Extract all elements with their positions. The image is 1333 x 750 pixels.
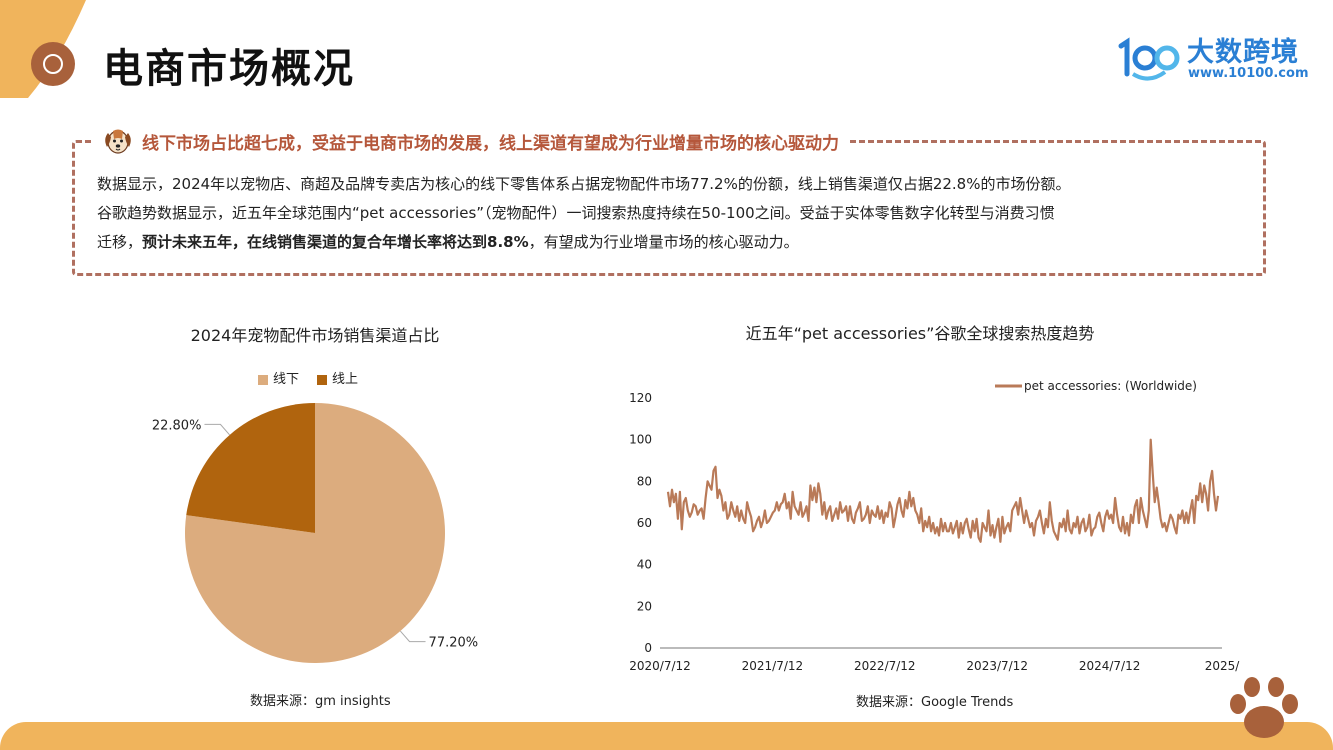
legend-item-online: 线上	[317, 368, 358, 387]
legend-item-offline: 线下	[258, 368, 299, 387]
page-title: 电商市场概况	[103, 46, 355, 92]
y-tick-label: 20	[637, 599, 652, 613]
y-tick-label: 40	[637, 558, 652, 572]
series-line-pet-accessories	[666, 438, 1220, 543]
logo-url: www.10100.com	[1188, 66, 1309, 81]
x-tick-label: 2020/7/12	[629, 659, 691, 673]
pie-legend: 线下 线上	[258, 368, 358, 387]
dog-icon	[105, 129, 131, 154]
legend-swatch-offline	[258, 374, 268, 385]
pie-data-label: 77.20%	[429, 636, 479, 651]
logo-icon	[1118, 37, 1180, 81]
y-tick-label: 60	[637, 516, 652, 530]
pie-chart-title: 2024年宠物配件市场销售渠道占比	[190, 326, 440, 345]
summary-line-3-bold: 预计未来五年，在线销售渠道的复合年增长率将达到8.8%	[142, 233, 529, 251]
x-tick-label: 2021/7/12	[742, 659, 804, 673]
pie-data-label: 22.80%	[152, 418, 202, 433]
x-tick-label: 2024/7/12	[1079, 659, 1141, 673]
legend-label-series: pet accessories: (Worldwide)	[1024, 379, 1197, 393]
summary-line-1: 数据显示，2024年以宠物店、商超及品牌专卖店为核心的线下零售体系占据宠物配件市…	[97, 175, 1071, 193]
x-tick-label: 2023/7/12	[966, 659, 1028, 673]
summary-headline: 线下市场占比超七成，受益于电商市场的发展，线上渠道有望成为行业增量市场的核心驱动…	[94, 124, 847, 158]
summary-line-3-end: ，有望成为行业增量市场的核心驱动力。	[528, 233, 799, 251]
line-chart: 0 20 40 60 80 100 120 2020/7/12 2021/7/12 2022/7/…	[629, 379, 1240, 673]
y-tick-label: 120	[629, 391, 652, 405]
summary-line-3-start: 迁移，	[97, 233, 143, 251]
line-source: 数据来源：Google Trends	[856, 695, 1014, 710]
summary-line-3: 迁移，预计未来五年，在线销售渠道的复合年增长率将达到8.8%，有望成为行业增量市…	[97, 228, 1237, 257]
title-bullet-icon	[31, 42, 75, 86]
logo-name: 大数跨境	[1187, 37, 1299, 68]
summary-text: 数据显示，2024年以宠物店、商超及品牌专卖店为核心的线下零售体系占据宠物配件市…	[97, 170, 1237, 257]
x-tick-label: 2022/7/12	[854, 659, 916, 673]
y-tick-label: 100	[629, 433, 652, 447]
summary-line-2: 谷歌趋势数据显示，近五年全球范围内“pet accessories”（宠物配件）…	[97, 204, 1055, 222]
legend-label-offline: 线下	[273, 372, 300, 387]
pie-leader-line	[399, 630, 426, 643]
bottom-bar	[0, 722, 1333, 750]
line-chart-title: 近五年“pet accessories”谷歌全球搜索热度趋势	[745, 324, 1095, 343]
y-tick-label: 80	[637, 474, 652, 488]
y-tick-label: 0	[644, 641, 652, 655]
pie-leader-line	[204, 423, 231, 436]
legend-label-online: 线上	[332, 372, 359, 387]
pie-source: 数据来源：gm insights	[250, 694, 391, 709]
pie-slice-offline	[185, 403, 446, 663]
legend-swatch-online	[317, 374, 328, 385]
x-tick-label: 2025/	[1205, 659, 1240, 673]
pie-chart: 77.20% 22.80%	[152, 403, 479, 663]
paw-icon	[1230, 677, 1298, 738]
headline-text: 线下市场占比超七成，受益于电商市场的发展，线上渠道有望成为行业增量市场的核心驱动…	[142, 133, 839, 154]
pie-slice-online	[186, 403, 315, 533]
